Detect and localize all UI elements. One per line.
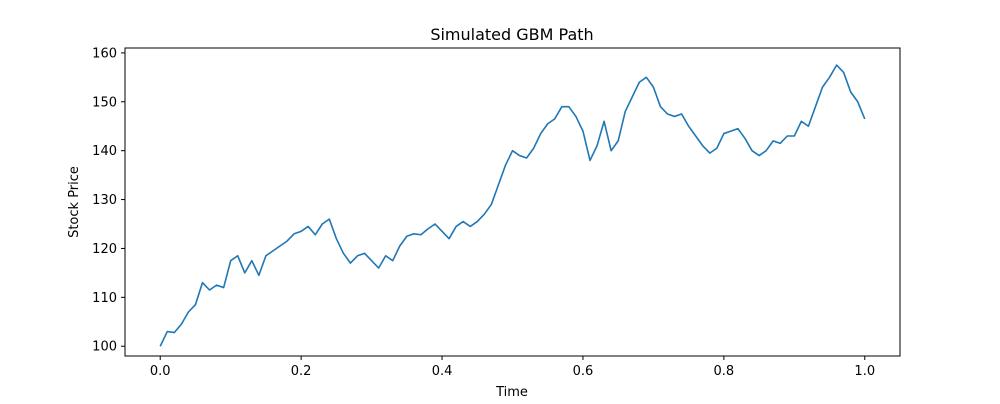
chart-title: Simulated GBM Path [430, 25, 593, 44]
x-tick-label: 0.0 [150, 364, 171, 379]
y-tick-label: 100 [92, 340, 117, 355]
plot-area [124, 47, 901, 357]
y-tick-label: 110 [92, 291, 117, 306]
x-tick-label: 1.0 [854, 364, 875, 379]
x-axis-label: Time [495, 385, 528, 400]
y-tick-label: 120 [92, 242, 117, 257]
x-tick-label: 0.2 [291, 364, 312, 379]
y-tick-label: 140 [92, 144, 117, 159]
y-axis: 100 110 120 130 140 150 160 [92, 46, 125, 355]
plot-frame [124, 47, 901, 357]
x-tick-label: 0.6 [573, 364, 594, 379]
y-tick-label: 160 [92, 46, 117, 61]
series-line-0 [159, 64, 866, 347]
x-axis: 0.0 0.2 0.4 0.6 0.8 1.0 [150, 356, 875, 379]
y-tick-label: 150 [92, 95, 117, 110]
x-tick-label: 0.8 [714, 364, 735, 379]
y-tick-label: 130 [92, 193, 117, 208]
y-axis-label: Stock Price [67, 166, 82, 238]
x-tick-label: 0.4 [432, 364, 453, 379]
